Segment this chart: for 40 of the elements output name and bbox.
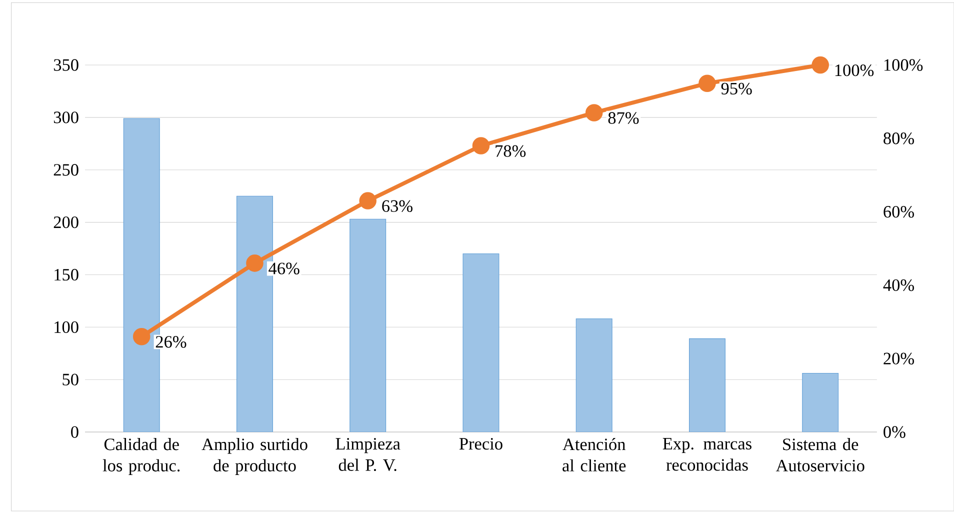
y-tick-label: 350 — [54, 59, 78, 71]
y-tick-label: 150 — [54, 268, 78, 281]
point — [359, 192, 376, 210]
y-tick-label: 300 — [54, 112, 78, 124]
point — [698, 74, 716, 92]
point — [472, 137, 490, 154]
y-tick-label: 0 — [71, 426, 78, 438]
y-tick-label: 250 — [54, 164, 78, 176]
bar — [350, 218, 386, 432]
data-label: 87% — [608, 112, 639, 124]
x-tick-label: Amplio surtido de producto — [202, 438, 308, 475]
x-tick-label: Precio — [459, 438, 502, 450]
bar — [802, 373, 839, 432]
data-label: 78% — [496, 145, 526, 157]
y2-tick-label: 20% — [884, 352, 914, 365]
y2-tick-label: 0% — [884, 426, 906, 438]
y-tick-label: 50 — [62, 374, 78, 386]
data-label: 100% — [835, 64, 874, 76]
bar — [689, 338, 726, 432]
bar — [576, 318, 612, 432]
x-tick-label: Sistema de Autoservicio — [776, 438, 864, 472]
y2-tick-label: 60% — [884, 206, 914, 218]
data-label: 95% — [721, 82, 752, 95]
x-tick-label: Calidad de los produc. — [102, 438, 180, 475]
data-label: 26% — [156, 336, 186, 348]
point — [585, 104, 603, 122]
x-tick-label: Limpieza del P. V. — [336, 438, 400, 472]
y2-tick-label: 80% — [884, 132, 914, 144]
x-tick-label: Atención al cliente — [562, 438, 626, 472]
point — [812, 56, 829, 74]
data-label: 63% — [382, 200, 412, 212]
point — [246, 254, 264, 272]
data-label: 46% — [268, 262, 300, 274]
y2-tick-label: 100% — [884, 59, 923, 71]
y2-tick-label: 40% — [883, 279, 914, 292]
point — [132, 328, 150, 346]
x-tick-label: Exp. marcas reconocidas — [662, 438, 752, 471]
bar — [462, 254, 500, 432]
y-tick-label: 200 — [54, 216, 78, 228]
y-tick-label: 100 — [54, 321, 78, 334]
